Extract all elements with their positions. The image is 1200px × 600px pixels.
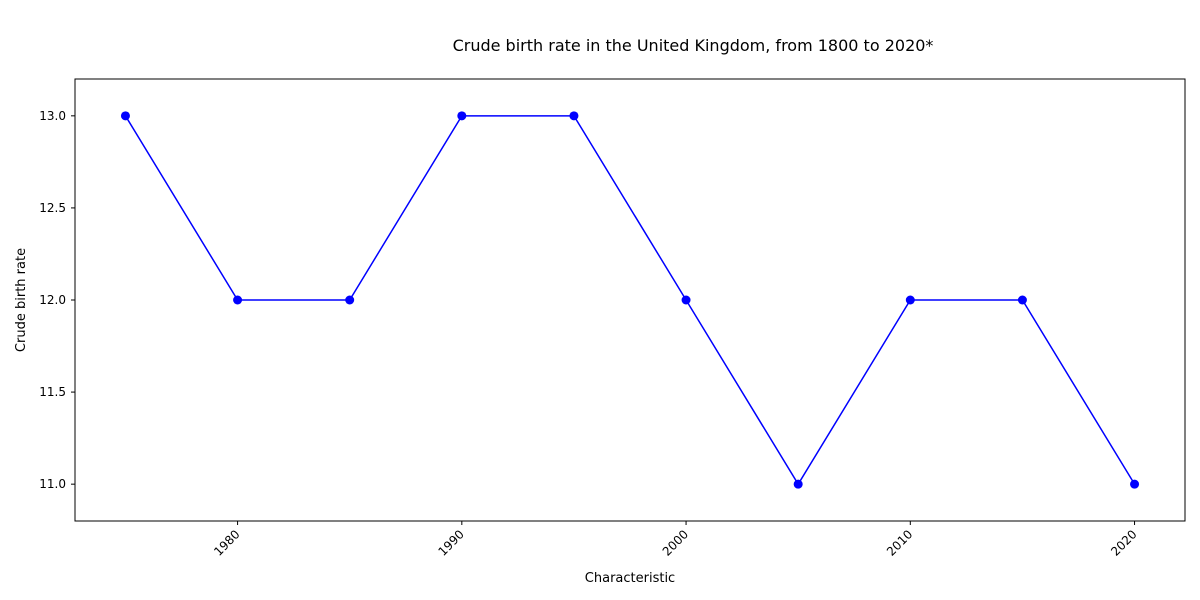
data-point — [1130, 479, 1140, 489]
series-line — [124, 115, 1136, 486]
y-tick-label: 12.0 — [39, 293, 66, 307]
y-tick-label: 12.5 — [39, 201, 66, 215]
x-tick-label: 2000 — [660, 527, 691, 558]
x-tick-label: 1990 — [435, 527, 466, 558]
data-point — [905, 295, 915, 305]
y-axis: 11.0 11.5 12.0 12.5 13.0 — [39, 109, 75, 491]
data-point — [681, 295, 691, 305]
y-axis-label: Crude birth rate — [14, 248, 29, 352]
data-point — [793, 479, 803, 489]
series-line-group — [120, 111, 1140, 489]
data-point — [1017, 295, 1027, 305]
x-tick-label: 2010 — [884, 527, 915, 558]
data-point — [345, 295, 355, 305]
x-tick-label: 1980 — [211, 527, 242, 558]
x-tick-label: 2020 — [1108, 527, 1139, 558]
y-tick-label: 11.5 — [39, 385, 66, 399]
data-point — [120, 111, 130, 121]
y-tick-label: 11.0 — [39, 477, 66, 491]
x-axis: 1980 1990 2000 2010 2020 — [211, 521, 1140, 559]
y-tick-label: 13.0 — [39, 109, 66, 123]
chart-title: Crude birth rate in the United Kingdom, … — [453, 36, 934, 55]
data-point — [569, 111, 579, 121]
data-point — [457, 111, 467, 121]
x-axis-label: Characteristic — [585, 571, 675, 586]
data-point — [233, 295, 243, 305]
